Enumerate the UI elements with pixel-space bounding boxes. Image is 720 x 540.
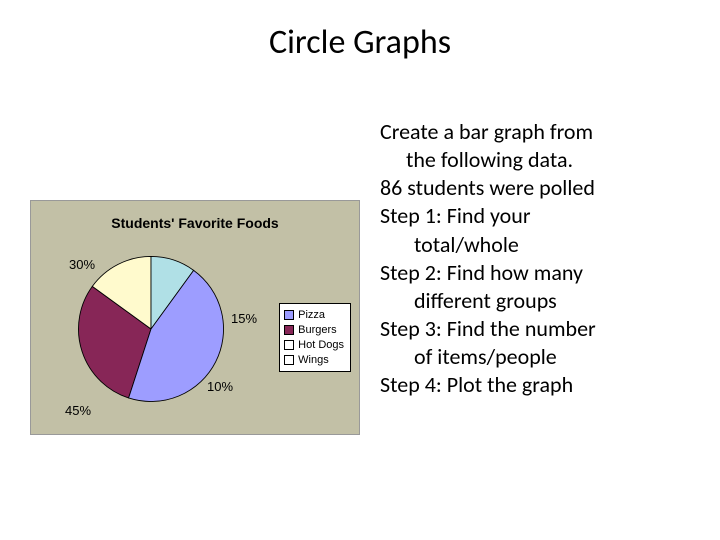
pie-label-15: 15%	[231, 311, 257, 326]
chart-legend: Pizza Burgers Hot Dogs Wings	[279, 303, 351, 372]
instruction-step: Step 1: Find your	[380, 202, 700, 230]
instruction-step-cont: different groups	[380, 287, 700, 315]
pie-label-45: 45%	[65, 403, 91, 418]
instruction-step: Step 4: Plot the graph	[380, 371, 700, 399]
legend-item: Hot Dogs	[284, 338, 344, 353]
legend-label: Hot Dogs	[298, 338, 344, 353]
legend-swatch-icon	[284, 325, 294, 335]
legend-swatch-icon	[284, 340, 294, 350]
legend-item: Pizza	[284, 308, 344, 323]
instruction-line: Create a bar graph from the following da…	[380, 118, 700, 174]
legend-label: Wings	[298, 353, 329, 368]
pie-label-30: 30%	[69, 257, 95, 272]
pie-label-10: 10%	[207, 379, 233, 394]
legend-swatch-icon	[284, 355, 294, 365]
instructions-block: Create a bar graph from the following da…	[380, 118, 700, 400]
instruction-step: Step 2: Find how many	[380, 259, 700, 287]
instruction-step-cont: of items/people	[380, 343, 700, 371]
legend-item: Wings	[284, 353, 344, 368]
legend-swatch-icon	[284, 310, 294, 320]
instruction-line: 86 students were polled	[380, 174, 700, 202]
legend-item: Burgers	[284, 323, 344, 338]
pie-chart-container: Students' Favorite Foods 30% 15% 10% 45%…	[30, 200, 360, 435]
pie-chart	[77, 255, 225, 403]
instruction-step: Step 3: Find the number	[380, 315, 700, 343]
instruction-step-cont: total/whole	[380, 231, 700, 259]
chart-title: Students' Favorite Foods	[31, 215, 359, 231]
page-title: Circle Graphs	[0, 22, 720, 63]
legend-label: Burgers	[298, 323, 337, 338]
legend-label: Pizza	[298, 308, 325, 323]
